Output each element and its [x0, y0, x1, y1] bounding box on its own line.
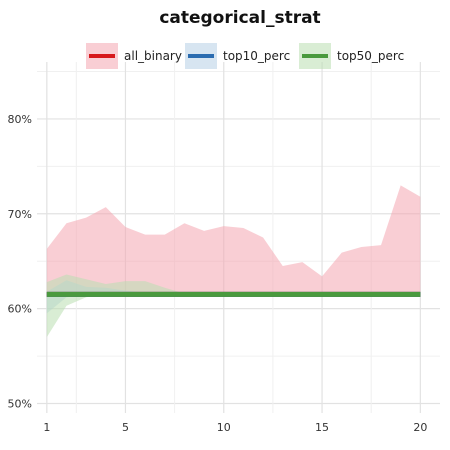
legend-label: all_binary: [124, 49, 182, 63]
legend-label: top50_perc: [337, 49, 404, 63]
chart-title: categorical_strat: [159, 8, 320, 28]
legend-item-top50_perc: top50_perc: [299, 43, 404, 69]
legend-item-all_binary: all_binary: [86, 43, 182, 69]
band-all_binary: [46, 185, 421, 295]
legend: all_binary top10_perc top50_perc: [86, 43, 404, 69]
band-layer: [46, 185, 421, 338]
y-tick-label: 60%: [8, 303, 32, 316]
x-tick-label: 5: [122, 421, 129, 434]
y-tick-label: 50%: [8, 398, 32, 411]
x-tick-label: 1: [43, 421, 50, 434]
band-top50_perc: [46, 274, 421, 338]
y-tick-label: 80%: [8, 113, 32, 126]
x-tick-label: 10: [217, 421, 231, 434]
legend-label: top10_perc: [223, 49, 290, 63]
x-tick-label: 15: [315, 421, 329, 434]
legend-item-top10_perc: top10_perc: [185, 43, 290, 69]
x-tick-label: 20: [413, 421, 427, 434]
y-tick-label: 70%: [8, 208, 32, 221]
